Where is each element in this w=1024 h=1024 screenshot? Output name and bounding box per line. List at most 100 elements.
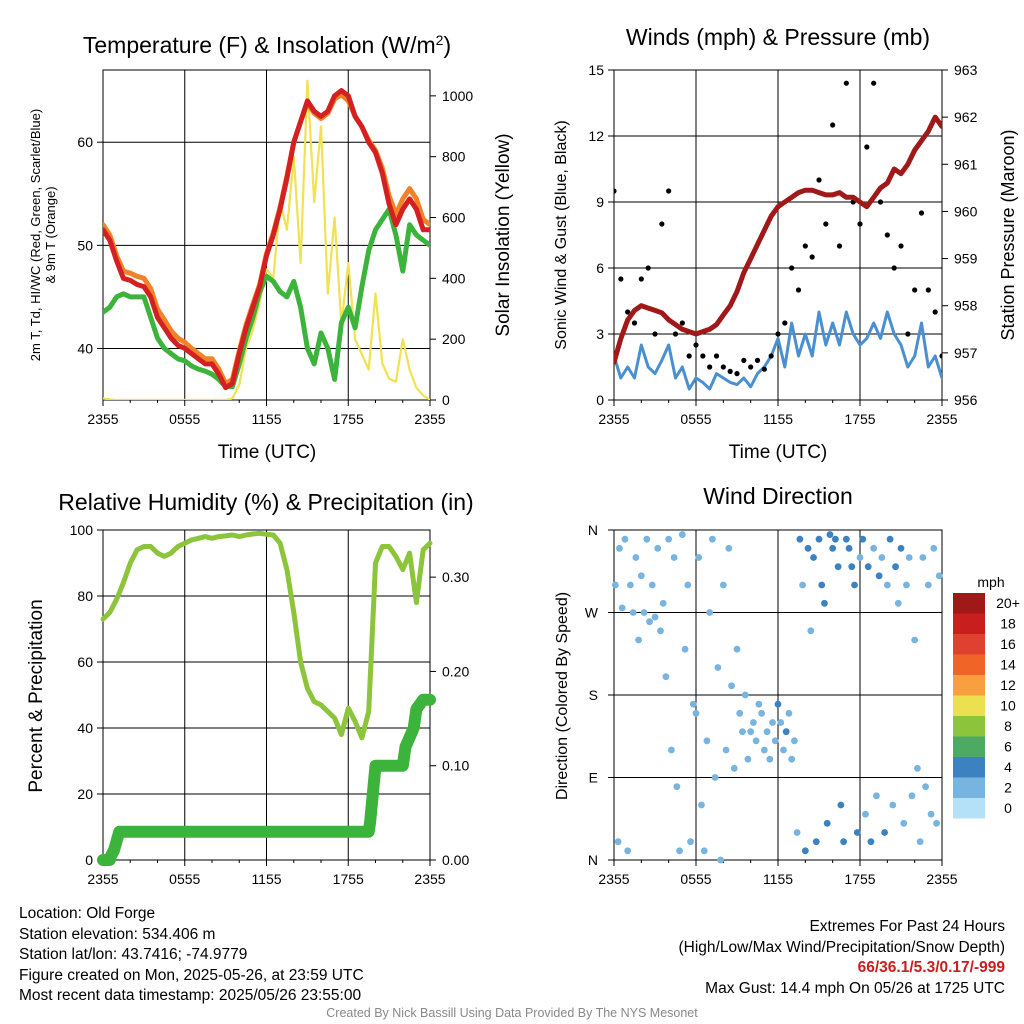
gust-point — [884, 232, 890, 238]
direction-point — [801, 847, 809, 855]
insolation-ytick-label: 200 — [442, 331, 466, 347]
direction-point — [668, 746, 675, 754]
colorbar-level-label: 16 — [1000, 636, 1016, 652]
direction-point — [829, 544, 837, 552]
gust-point — [720, 364, 726, 370]
direction-point — [821, 599, 828, 607]
direction-point — [709, 535, 716, 543]
colorbar-level-label: 12 — [1000, 677, 1016, 693]
gust-point — [638, 276, 644, 282]
gust-point — [734, 371, 740, 377]
direction-point — [657, 627, 664, 635]
direction-point — [689, 700, 697, 708]
gust-point — [614, 188, 617, 194]
pressure-ytick-label: 956 — [954, 392, 978, 408]
dir-ytick-label: E — [589, 770, 598, 786]
colorbar-level-label: 8 — [1004, 718, 1012, 734]
gust-point — [891, 265, 897, 271]
wind-series-group — [614, 80, 942, 391]
gust-point — [625, 309, 631, 315]
direction-point — [889, 801, 897, 809]
rh-xtick-label: 0555 — [169, 871, 200, 887]
direction-point — [741, 691, 749, 699]
winds-xlabel: Time (UTC) — [729, 442, 828, 463]
direction-point — [698, 801, 705, 809]
recent-data-text: Most recent data timestamp: 2025/05/26 2… — [19, 987, 362, 1004]
wind-ytick-label: 15 — [588, 62, 604, 78]
gust-point — [816, 177, 822, 183]
wind-ytick-label: 9 — [596, 194, 604, 210]
pressure-ytick-label: 962 — [954, 109, 978, 125]
direction-point — [933, 819, 940, 827]
gust-point — [707, 364, 713, 370]
direction-point — [873, 792, 880, 800]
gust-point — [877, 199, 884, 205]
max-gust-text: Max Gust: 14.4 mph On 05/26 at 1725 UTC — [705, 979, 1005, 997]
wind-xtick-label: 2355 — [926, 411, 957, 427]
gust-point — [659, 221, 665, 227]
direction-point — [900, 819, 908, 827]
direction-point — [883, 581, 891, 589]
gust-point — [905, 331, 911, 337]
rh-ytick-label: 0 — [85, 852, 93, 868]
direction-point — [629, 609, 637, 616]
direction-point — [812, 838, 820, 846]
direction-point — [851, 581, 858, 589]
rh-ytick-label: 40 — [77, 720, 93, 736]
direction-point — [924, 581, 932, 589]
direction-point — [695, 554, 703, 561]
gust-point — [857, 221, 863, 227]
direction-point — [621, 535, 629, 543]
gust-point — [830, 122, 836, 128]
pressure-ytick-label: 958 — [954, 298, 978, 314]
direction-point — [747, 728, 755, 736]
temp-series-group — [103, 79, 430, 400]
direction-point — [719, 581, 727, 589]
direction-point — [810, 554, 817, 561]
direction-point — [853, 829, 861, 836]
direction-point — [687, 838, 694, 846]
precip-ytick-label: 0.30 — [442, 569, 469, 585]
gust-point — [836, 243, 843, 249]
colorbar-swatch — [953, 613, 985, 634]
temperature-y2label: Solar Insolation (Yellow) — [493, 133, 514, 336]
direction-point — [897, 544, 905, 552]
direction-point — [793, 829, 801, 836]
rh-line — [100, 530, 433, 741]
dir-xtick-label: 1755 — [844, 871, 875, 887]
gust-point — [843, 80, 849, 86]
temperature-title: Temperature (F) & Insolation (W/m2) — [83, 32, 451, 58]
direction-point — [774, 700, 782, 708]
extremes-info: Extremes For Past 24 Hours (High/Low/Max… — [679, 917, 1006, 999]
colorbar-swatch — [953, 593, 985, 614]
direction-point — [845, 544, 853, 552]
gust-point — [713, 353, 720, 359]
direction-point — [758, 709, 765, 717]
pressure-ytick-label: 959 — [954, 251, 978, 267]
colorbar-level-label: 0 — [1004, 800, 1012, 816]
temp-xtick-label: 1755 — [333, 411, 364, 427]
gust-point — [754, 357, 761, 363]
direction-point — [736, 709, 744, 717]
direction-point — [627, 581, 634, 589]
gust-point — [761, 366, 767, 372]
precip-ytick-label: 0.20 — [442, 663, 469, 679]
direction-point — [670, 554, 678, 561]
location-text: Location: Old Forge — [19, 905, 156, 922]
colorbar-level-label: 4 — [1004, 759, 1012, 775]
humidity-title: Relative Humidity (%) & Precipitation (i… — [58, 489, 473, 515]
direction-point — [870, 544, 878, 552]
gust-point — [666, 188, 672, 194]
direction-point — [654, 544, 662, 552]
credit-text: Created By Nick Bassill Using Data Provi… — [326, 1006, 698, 1020]
direction-point — [711, 774, 719, 781]
gust-point — [898, 243, 904, 249]
gust-point — [912, 287, 918, 293]
gust-point — [741, 357, 747, 363]
rh-ytick-label: 20 — [77, 786, 93, 802]
direction-point — [616, 544, 623, 552]
gust-point — [618, 276, 624, 282]
insolation-ytick-label: 400 — [442, 270, 466, 286]
direction-point — [927, 810, 935, 818]
humidity-ylabel: Percent & Precipitation — [26, 599, 47, 792]
